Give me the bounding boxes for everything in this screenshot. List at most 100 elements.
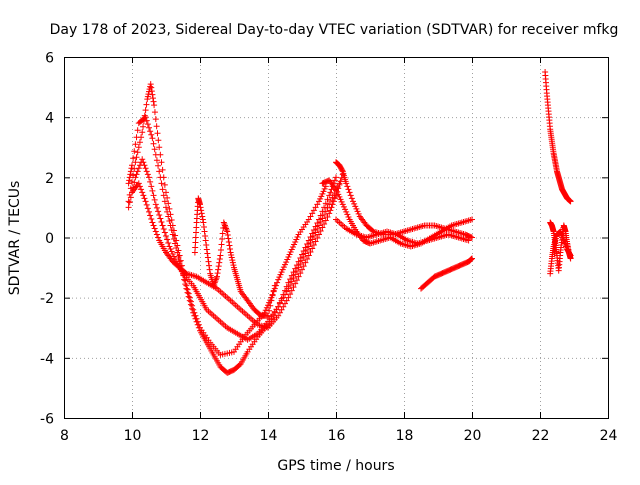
- data-point: [329, 201, 336, 208]
- data-point: [193, 229, 200, 236]
- data-point: [322, 200, 329, 207]
- series-track-3: [125, 156, 343, 343]
- data-point: [340, 203, 347, 210]
- data-point: [169, 251, 176, 258]
- data-point: [150, 192, 157, 199]
- data-point: [152, 201, 159, 208]
- data-point: [266, 307, 273, 314]
- data-point: [305, 252, 312, 259]
- data-point: [142, 114, 149, 121]
- data-point: [136, 139, 143, 146]
- data-point: [173, 245, 180, 252]
- data-point: [128, 165, 135, 172]
- data-point: [324, 196, 331, 203]
- data-point: [153, 204, 160, 211]
- data-point: [275, 312, 282, 319]
- data-point: [354, 208, 361, 215]
- data-point: [135, 165, 142, 172]
- data-point: [345, 186, 352, 193]
- data-point: [288, 287, 295, 294]
- data-point: [217, 252, 224, 259]
- data-point: [331, 177, 338, 184]
- series-track-10: [542, 69, 574, 205]
- data-point: [290, 284, 297, 291]
- data-point: [227, 249, 234, 256]
- data-point: [215, 266, 222, 273]
- data-point: [125, 180, 132, 187]
- data-point: [324, 213, 331, 220]
- data-point: [127, 171, 134, 178]
- data-point: [192, 244, 199, 251]
- data-point: [149, 219, 156, 226]
- data-point: [159, 222, 166, 229]
- data-point: [147, 128, 154, 135]
- x-tick-label: 18: [396, 428, 414, 444]
- data-point: [192, 239, 199, 246]
- data-point: [206, 266, 213, 273]
- data-point: [195, 324, 202, 331]
- data-point: [322, 208, 329, 215]
- x-tick-label: 24: [600, 428, 618, 444]
- data-point: [293, 277, 300, 284]
- data-layer: [125, 69, 574, 376]
- data-point: [131, 179, 138, 186]
- series-track-9: [418, 255, 475, 292]
- data-point: [267, 302, 274, 309]
- data-point: [290, 275, 297, 282]
- data-point: [155, 162, 162, 169]
- data-point: [343, 180, 350, 187]
- data-point: [271, 282, 278, 289]
- data-point: [203, 246, 210, 253]
- data-point: [202, 237, 209, 244]
- data-point: [314, 235, 321, 242]
- data-point: [314, 201, 321, 208]
- data-point: [312, 204, 319, 211]
- data-point: [190, 309, 197, 316]
- data-point: [469, 216, 475, 223]
- data-point: [187, 301, 194, 308]
- data-point: [319, 190, 326, 197]
- data-point: [305, 216, 312, 223]
- data-point: [127, 194, 134, 201]
- data-point: [274, 279, 281, 286]
- data-point: [288, 278, 295, 285]
- data-point: [321, 220, 328, 227]
- data-point: [328, 204, 335, 211]
- data-point: [169, 231, 176, 238]
- data-point: [157, 174, 164, 181]
- data-point: [146, 208, 152, 215]
- data-point: [148, 215, 155, 222]
- data-point: [225, 239, 232, 246]
- data-point: [131, 148, 138, 155]
- data-point: [165, 240, 172, 247]
- data-point: [333, 186, 339, 193]
- data-point: [203, 242, 210, 249]
- data-point: [319, 215, 326, 222]
- data-point: [143, 101, 150, 108]
- data-point: [334, 188, 341, 195]
- data-point: [265, 312, 271, 319]
- data-point: [199, 216, 206, 223]
- y-tick-label: 0: [45, 231, 54, 247]
- data-point: [172, 240, 179, 247]
- data-point: [150, 98, 157, 105]
- y-tick-label: 6: [45, 51, 54, 67]
- series-track-7: [319, 177, 475, 250]
- data-point: [132, 159, 139, 166]
- data-point: [339, 201, 346, 208]
- data-point: [567, 251, 574, 258]
- data-point: [139, 189, 146, 196]
- data-point: [148, 88, 155, 95]
- data-point: [304, 256, 311, 263]
- data-point: [217, 247, 224, 254]
- data-point: [133, 154, 140, 161]
- data-point: [158, 218, 165, 225]
- data-point: [143, 201, 150, 208]
- data-point: [174, 249, 181, 256]
- data-point: [337, 178, 344, 185]
- data-point: [132, 174, 139, 181]
- data-point: [198, 207, 205, 214]
- data-point: [166, 217, 173, 224]
- data-point: [321, 204, 328, 211]
- y-tick-label: 2: [45, 171, 54, 187]
